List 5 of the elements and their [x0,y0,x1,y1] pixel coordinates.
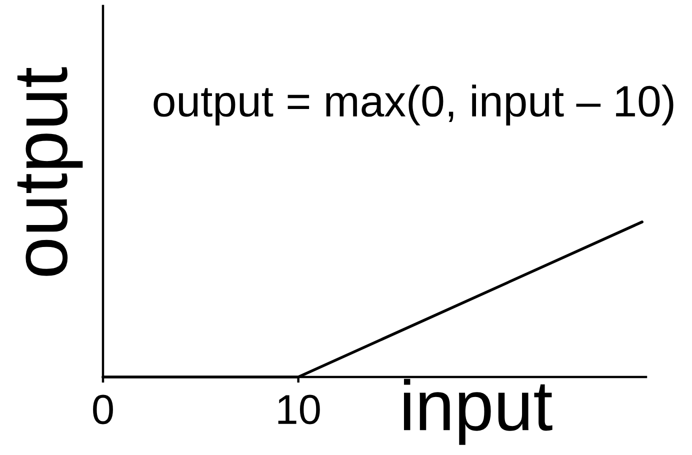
x-tick-label: 0 [93,394,113,424]
text: output = max(0, input – 10) [154,84,674,126]
y-axis-title: output [17,67,83,276]
x-tick-label: 10 [278,394,320,424]
x-axis-title: input [404,378,552,445]
